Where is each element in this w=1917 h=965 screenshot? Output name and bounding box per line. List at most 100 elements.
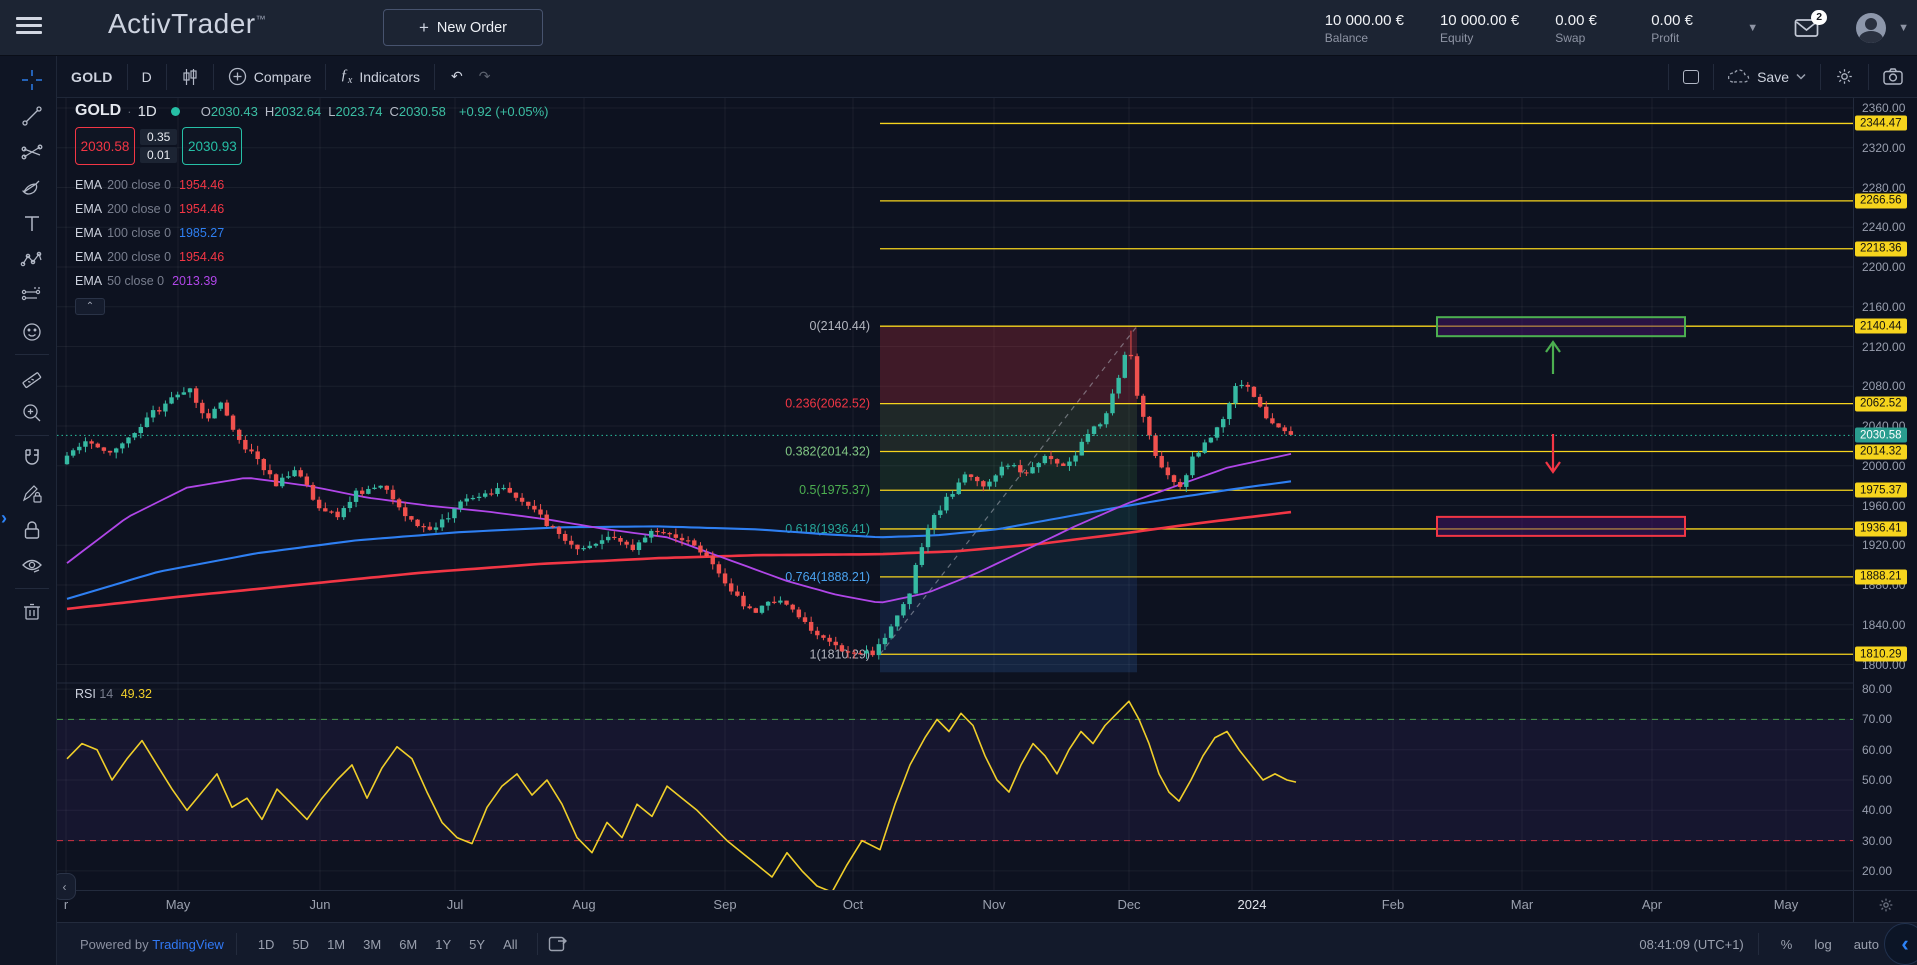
buy-button[interactable]: 2030.93 bbox=[182, 127, 243, 165]
scale-log[interactable]: log bbox=[1814, 936, 1832, 952]
rsi-line[interactable] bbox=[66, 700, 1297, 890]
tool-emoji[interactable] bbox=[14, 314, 50, 350]
price-axis-label: 1920.00 bbox=[1862, 538, 1906, 553]
camera-icon bbox=[1883, 68, 1903, 85]
range-5y[interactable]: 5Y bbox=[469, 936, 486, 952]
legend-symbol[interactable]: GOLD bbox=[75, 102, 122, 119]
interval-button[interactable]: D bbox=[141, 68, 152, 85]
tool-zoom-in[interactable] bbox=[14, 395, 50, 431]
stat-profit: 0.00 € Profit bbox=[1651, 12, 1711, 45]
tool-xabcd-pattern[interactable] bbox=[14, 242, 50, 278]
sell-button[interactable]: 2030.58 bbox=[75, 127, 135, 165]
indicator-row[interactable]: EMA 200 close 0 1954.46 bbox=[75, 245, 224, 269]
range-1d[interactable]: 1D bbox=[257, 936, 275, 952]
main-menu-icon[interactable] bbox=[16, 17, 42, 37]
stat-label: Balance bbox=[1324, 30, 1369, 45]
arrow-down-drawing[interactable] bbox=[1545, 434, 1561, 474]
new-order-button[interactable]: + New Order bbox=[383, 9, 543, 46]
account-summary: 10 000.00 € Balance 10 000.00 € Equity 0.00 … bbox=[1325, 7, 1909, 49]
chart-style-button[interactable] bbox=[167, 63, 213, 91]
range-5d[interactable]: 5D bbox=[292, 936, 310, 952]
indicator-params: 200 close 0 bbox=[107, 202, 172, 216]
indicator-name: EMA bbox=[75, 274, 103, 288]
time-axis-label: Nov bbox=[982, 897, 1006, 912]
time-axis-border bbox=[57, 890, 1917, 891]
indicator-row[interactable]: EMA 200 close 0 1954.46 bbox=[75, 173, 224, 197]
time-axis-label: Oct bbox=[842, 897, 864, 912]
undo-button[interactable]: ↶ bbox=[451, 68, 463, 84]
avatar[interactable] bbox=[1856, 13, 1887, 43]
multi-layout-button[interactable] bbox=[1669, 63, 1713, 91]
horizontal-rays[interactable] bbox=[880, 122, 1853, 655]
redo-button[interactable]: ↷ bbox=[478, 68, 491, 84]
rsi-axis-label: 80.00 bbox=[1862, 682, 1893, 697]
tool-crosshair[interactable] bbox=[14, 62, 50, 98]
chevron-down-icon bbox=[1796, 73, 1806, 80]
go-to-date-button[interactable] bbox=[548, 935, 568, 953]
indicator-row[interactable]: EMA 200 close 0 1954.46 bbox=[75, 197, 224, 221]
ohlc-value: 2030.58 bbox=[398, 103, 446, 119]
tool-forecast[interactable] bbox=[14, 278, 50, 314]
expand-watchlist-chevron-icon[interactable]: › bbox=[1, 508, 7, 528]
fib-level-label: 0(2140.44) bbox=[810, 319, 870, 333]
tradingview-link[interactable]: TradingView bbox=[152, 936, 224, 952]
ema-line[interactable] bbox=[66, 510, 1292, 611]
tool-text[interactable] bbox=[14, 206, 50, 242]
ohlc-key: L bbox=[328, 103, 336, 119]
fib-retracement-drawing[interactable] bbox=[879, 325, 1138, 673]
fib-level-label: 1(1810.29) bbox=[810, 647, 870, 661]
time-axis-label: Dec bbox=[1117, 897, 1141, 912]
stat-value: 10 000.00 € bbox=[1439, 11, 1520, 29]
legend-collapse-button[interactable]: ⌃ bbox=[75, 298, 105, 315]
compare-button[interactable]: Compare bbox=[214, 63, 326, 91]
rsi-legend: RSI 14 49.32 bbox=[75, 687, 152, 701]
ema-line[interactable] bbox=[66, 480, 1292, 600]
range-all[interactable]: All bbox=[503, 936, 518, 952]
notification-badge: 2 bbox=[1811, 10, 1828, 25]
toolbar-divider bbox=[15, 588, 49, 589]
indicator-row[interactable]: EMA 100 close 0 1985.27 bbox=[75, 221, 224, 245]
ohlc-value: 2032.64 bbox=[274, 103, 322, 119]
account-chevron-down-icon[interactable]: ▼ bbox=[1747, 22, 1759, 34]
rectangle-drawing[interactable] bbox=[1436, 316, 1686, 338]
clock[interactable]: 08:41:09 (UTC+1) bbox=[1639, 936, 1744, 952]
range-1m[interactable]: 1M bbox=[327, 936, 346, 952]
notifications-button[interactable]: 2 bbox=[1794, 10, 1828, 39]
scale-%[interactable]: % bbox=[1780, 936, 1793, 952]
arrow-up-drawing[interactable] bbox=[1545, 340, 1561, 374]
scale-auto[interactable]: auto bbox=[1853, 936, 1879, 952]
range-3m[interactable]: 3M bbox=[363, 936, 382, 952]
layout-square-icon bbox=[1683, 69, 1700, 84]
tool-brush[interactable] bbox=[14, 170, 50, 206]
ema-line[interactable] bbox=[66, 453, 1292, 604]
time-axis-label: Apr bbox=[1641, 897, 1663, 912]
save-button[interactable]: Save bbox=[1714, 63, 1820, 91]
price-chart[interactable]: 0(2140.44) 0.236(2062.52) 0.382(2014.32) 0.… bbox=[57, 98, 1853, 890]
indicator-row[interactable]: EMA 50 close 0 2013.39 bbox=[75, 269, 224, 293]
rsi-params: 14 bbox=[99, 687, 114, 701]
range-1y[interactable]: 1Y bbox=[435, 936, 452, 952]
symbol-search-button[interactable]: GOLD bbox=[71, 68, 113, 85]
time-axis-settings[interactable] bbox=[1878, 897, 1894, 918]
tool-drawing-sync[interactable] bbox=[14, 476, 50, 512]
tool-magnet[interactable] bbox=[14, 440, 50, 476]
tool-trend-line[interactable] bbox=[14, 98, 50, 134]
stat-label: Profit bbox=[1651, 30, 1680, 45]
indicators-button[interactable]: ƒx Indicators bbox=[340, 67, 421, 86]
tool-lock-all[interactable] bbox=[14, 512, 50, 548]
fib-level-label: 0.236(2062.52) bbox=[785, 397, 870, 411]
profile-chevron-down-icon[interactable]: ▼ bbox=[1898, 22, 1909, 34]
tool-remove-all[interactable] bbox=[14, 593, 50, 629]
time-axis-label: Aug bbox=[572, 897, 596, 912]
tool-hide-all[interactable] bbox=[14, 548, 50, 584]
tool-ruler[interactable] bbox=[14, 359, 50, 395]
rectangle-drawing[interactable] bbox=[1436, 515, 1686, 537]
indicator-name: EMA bbox=[75, 226, 103, 240]
snapshot-button[interactable] bbox=[1869, 63, 1917, 91]
chart-settings-button[interactable] bbox=[1821, 63, 1868, 91]
tool-fib-retracement[interactable] bbox=[14, 134, 50, 170]
indicator-value: 2013.39 bbox=[172, 274, 218, 288]
range-6m[interactable]: 6M bbox=[399, 936, 418, 952]
mail-icon bbox=[1794, 19, 1819, 37]
rsi-axis-label: 40.00 bbox=[1862, 803, 1893, 818]
